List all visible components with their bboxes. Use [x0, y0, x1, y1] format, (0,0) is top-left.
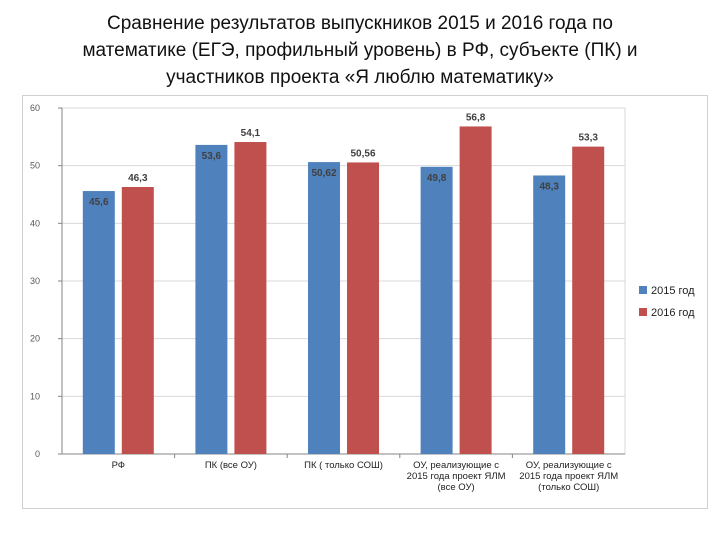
y-tick-label: 60 [30, 103, 40, 113]
bar-2016 [572, 146, 605, 455]
y-tick-label: 0 [35, 449, 40, 459]
bar-2016 [459, 126, 492, 454]
bar-2015 [420, 166, 453, 454]
category-label: ОУ, реализующие с [526, 460, 612, 471]
category-label: ОУ, реализующие с [413, 460, 499, 471]
bar-2015 [308, 162, 340, 454]
category-label: РФ [112, 460, 125, 471]
bar-2016 [347, 162, 379, 455]
data-label: 53,6 [202, 151, 222, 162]
bar-2016 [234, 142, 267, 455]
data-label: 53,3 [578, 133, 598, 144]
title-line-3: участников проекта «Я люблю математику» [166, 67, 554, 88]
y-tick-label: 30 [30, 276, 40, 286]
y-tick-label: 50 [30, 161, 40, 171]
data-label: 49,8 [427, 173, 447, 184]
legend-label-2015: 2015 год [651, 285, 695, 297]
data-label: 48,3 [539, 181, 559, 192]
legend-swatch-2016 [639, 308, 647, 316]
bar-2015 [195, 144, 228, 454]
bar-2015 [82, 191, 115, 455]
y-tick-label: 40 [30, 218, 40, 228]
bar-2016 [121, 187, 154, 454]
legend-label-2016: 2016 год [651, 307, 695, 319]
data-label: 46,3 [128, 173, 148, 184]
category-label: (только СОШ) [538, 482, 599, 493]
y-tick-label: 10 [30, 391, 40, 401]
y-tick-label: 20 [30, 334, 40, 344]
category-label: ПК ( только СОШ) [304, 460, 383, 471]
category-label: 2015 года проект ЯЛМ [519, 471, 618, 482]
category-label: (все ОУ) [438, 482, 475, 493]
data-label: 54,1 [241, 128, 261, 139]
chart-title: Сравнение результатов выпускников 2015 и… [40, 10, 680, 91]
title-line-2: математике (ЕГЭ, профильный уровень) в Р… [82, 40, 638, 61]
data-label: 50,62 [311, 168, 336, 179]
category-label: 2015 года проект ЯЛМ [407, 471, 506, 482]
bar-2015 [533, 175, 566, 454]
category-label: ПК (все ОУ) [205, 460, 257, 471]
data-label: 56,8 [466, 112, 486, 123]
legend-swatch-2015 [639, 286, 647, 294]
title-line-1: Сравнение результатов выпускников 2015 и… [107, 13, 613, 34]
data-label: 50,56 [350, 148, 375, 159]
data-label: 45,6 [89, 197, 109, 208]
